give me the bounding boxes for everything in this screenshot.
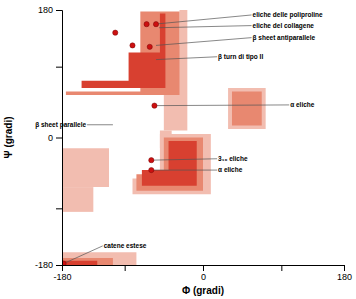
tick: 0 [201,265,206,282]
point [152,103,157,108]
x-axis: -180 0 180 [53,265,352,282]
point [153,22,158,27]
annotation-line [156,38,252,46]
annotation-text: β sheet antiparallele [253,34,316,42]
chart: eliche delle poliproline eliche del colla… [0,0,356,299]
tick-label: -180 [35,260,53,270]
tick: 180 [337,265,352,282]
region [62,187,93,212]
x-axis-title: Φ (gradi) [182,285,224,296]
y-axis: -180 0 180 [35,5,63,270]
annotation-line [151,159,217,160]
tick-mark [56,10,62,11]
point [113,30,118,35]
annotation-text: β sheet parallele [35,121,86,129]
y-axis-title: Ψ (gradi) [3,117,14,159]
region [66,11,180,95]
tick [56,67,62,68]
region [136,138,203,191]
annotation-line [154,15,251,24]
annotation-text: α eliche [218,166,243,173]
tick-label: -180 [53,272,71,282]
annotation-line [87,124,113,125]
tick [125,265,126,271]
region [62,258,113,265]
annotation-text: catene estese [104,242,147,249]
annotation-text: α eliche [290,101,315,108]
tick-mark [56,265,62,266]
region [62,130,172,148]
axis-line [56,11,63,266]
point [147,44,152,49]
annotation-line [64,246,103,264]
annotation-text: eliche del collagene [253,22,315,30]
axis-line [63,266,345,272]
point [149,167,154,172]
tick-label: 0 [48,133,53,143]
annotation-text: 3₁₀ eliche [218,155,248,162]
tick [281,265,282,271]
annotation-line [156,57,217,60]
annotation-text: β turn di tipo II [218,53,263,61]
region [62,252,136,265]
point [144,22,149,27]
region [74,14,166,88]
region [133,134,211,194]
tick-mark [56,138,62,139]
annotation-line [159,26,251,28]
tick-mark [203,265,204,271]
point [130,43,135,48]
points [62,22,159,265]
region [228,88,266,129]
tick-mark [281,265,282,271]
region [232,91,262,125]
tick-label: 0 [201,272,206,282]
region [62,148,109,187]
plot-area [62,10,266,265]
annotation-text: eliche delle poliproline [253,11,323,19]
tick: -180 [35,260,62,270]
annotation-line [151,170,217,171]
tick: 180 [38,5,62,15]
region [62,10,187,102]
point [149,158,154,163]
tick-mark [344,265,345,271]
annotations: eliche delle poliproline eliche del colla… [35,11,323,263]
tick-mark [56,67,62,68]
annotation-line [154,104,289,106]
region [142,141,197,186]
tick: -180 [53,265,71,282]
tick-label: 180 [337,272,352,282]
tick-label: 180 [38,5,53,15]
tick-mark [125,265,126,271]
tick [56,208,62,209]
tick: 0 [48,133,62,143]
region [62,261,97,265]
tick-mark [56,208,62,209]
